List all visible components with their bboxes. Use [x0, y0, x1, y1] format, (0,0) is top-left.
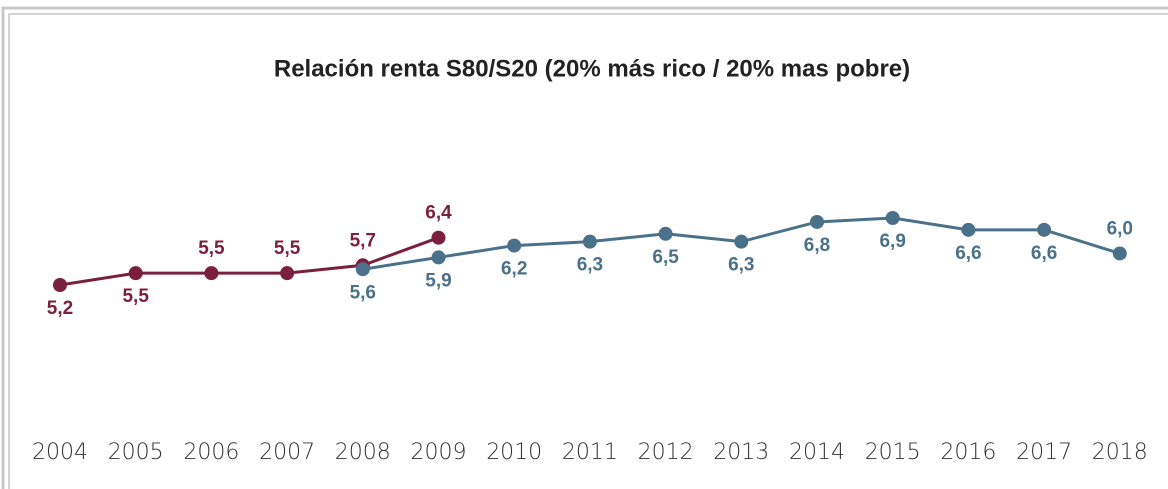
- data-point: [280, 266, 295, 281]
- data-label: 6,3: [728, 255, 754, 276]
- data-point: [582, 234, 597, 249]
- data-label: 6,2: [501, 259, 527, 280]
- x-tick-label: 2012: [638, 440, 694, 465]
- x-tick-label: 2011: [562, 440, 618, 465]
- data-point: [961, 222, 976, 237]
- x-tick-label: 2007: [259, 440, 315, 465]
- x-tick-label: 2013: [713, 440, 769, 465]
- data-point: [734, 234, 749, 249]
- data-point: [507, 238, 522, 253]
- data-point: [431, 250, 446, 265]
- x-tick-label: 2016: [940, 440, 996, 465]
- x-tick-label: 2008: [335, 440, 391, 465]
- data-label: 5,6: [350, 282, 376, 303]
- data-point: [204, 266, 219, 281]
- data-label: 6,8: [804, 235, 830, 256]
- data-point: [355, 262, 370, 277]
- x-tick-label: 2009: [411, 440, 467, 465]
- frame: [1, 6, 1168, 489]
- x-tick-label: 2006: [183, 440, 239, 465]
- x-tick-label: 2017: [1016, 440, 1072, 465]
- data-label: 6,6: [1031, 243, 1057, 264]
- data-label: 6,4: [425, 203, 452, 224]
- series-line: [59, 236, 440, 287]
- data-label: 5,5: [274, 238, 301, 259]
- data-point: [431, 230, 446, 245]
- x-tick-label: 2015: [865, 440, 921, 465]
- data-label: 6,5: [652, 247, 679, 268]
- data-point: [1112, 246, 1127, 261]
- x-tick-label: 2004: [32, 440, 88, 465]
- x-tick-label: 2014: [789, 440, 845, 465]
- data-label: 6,0: [1107, 218, 1133, 239]
- data-point: [128, 266, 143, 281]
- data-label: 6,6: [955, 243, 981, 264]
- x-tick-label: 2018: [1092, 440, 1148, 465]
- data-point: [1037, 222, 1052, 237]
- data-point: [885, 211, 900, 225]
- data-label: 5,7: [350, 230, 376, 251]
- data-label: 5,5: [198, 238, 225, 259]
- data-label: 5,9: [425, 270, 451, 291]
- x-tick-label: 2005: [108, 440, 164, 465]
- data-point: [658, 226, 673, 241]
- data-label: 6,3: [577, 255, 603, 276]
- data-point: [810, 214, 824, 229]
- data-label: 5,2: [47, 298, 73, 319]
- data-label: 5,5: [122, 286, 149, 307]
- data-point: [53, 278, 67, 292]
- data-label: 6,9: [879, 231, 905, 252]
- frame-inner: [8, 13, 1168, 489]
- chart-title: Relación renta S80/S20 (20% más rico / 2…: [274, 55, 910, 82]
- x-tick-label: 2010: [486, 440, 542, 465]
